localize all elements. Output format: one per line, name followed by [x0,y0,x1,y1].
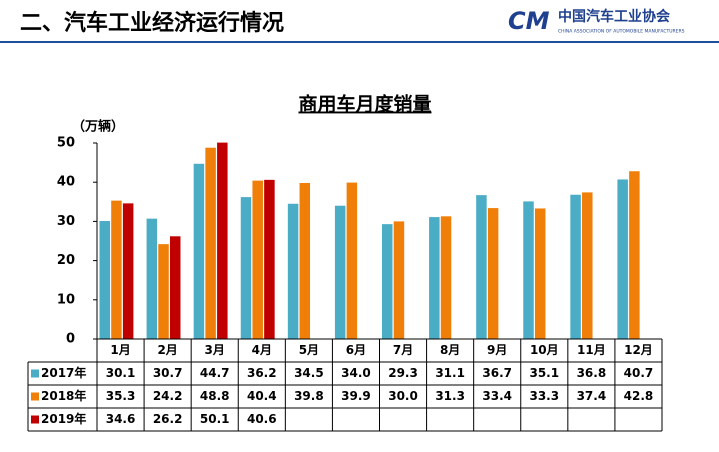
bar [334,205,346,339]
x-tick-label: 10月 [530,343,559,357]
bar [217,142,228,339]
y-tick-label: 0 [66,332,75,347]
y-tick-label: 40 [57,175,75,190]
data-label: 36.8 [577,366,607,380]
bar [440,216,452,339]
data-label: 24.2 [153,389,183,403]
data-label: 37.4 [577,389,607,403]
data-label: 31.1 [435,366,465,380]
data-label: 30.1 [106,366,136,380]
data-label: 34.0 [341,366,371,380]
bar [523,201,534,339]
data-label: 29.3 [388,366,418,380]
data-label: 36.2 [247,366,277,380]
data-label: 44.7 [200,366,230,380]
x-tick-label: 12月 [624,343,653,357]
bar [122,203,134,339]
data-label: 50.1 [200,412,230,426]
bar [393,221,405,339]
bar [487,208,499,339]
data-label: 33.3 [529,389,559,403]
bar [169,236,181,339]
legend-swatch [31,369,39,378]
logo-name: 中国汽车工业协会 [558,8,671,25]
bar [617,179,628,339]
data-label: 48.8 [200,389,230,403]
y-tick-label: 50 [57,136,75,151]
bar [205,147,216,339]
x-tick-label: 4月 [252,343,272,357]
x-tick-label: 9月 [487,343,507,357]
legend-label: 2019年 [41,411,86,426]
x-tick-label: 11月 [577,343,606,357]
bar [252,180,263,339]
data-label: 31.3 [435,389,465,403]
data-label: 34.5 [294,366,324,380]
bar [264,179,275,339]
data-label: 35.1 [529,366,559,380]
bar [429,217,440,339]
legend-label: 2017年 [41,365,86,380]
data-label: 30.7 [153,366,183,380]
x-tick-label: 5月 [299,343,319,357]
bar [346,182,358,339]
x-tick-label: 6月 [346,343,366,357]
bar [582,192,593,339]
bar [146,218,158,339]
bar [111,200,122,339]
logo-subtitle: CHINA ASSOCIATION OF AUTOMOBILE MANUFACT… [558,29,685,35]
data-label: 33.4 [482,389,512,403]
bar [476,195,487,339]
bar [240,197,252,339]
logo-mark: CM [508,7,550,35]
data-label: 39.9 [341,389,371,403]
data-label: 34.6 [106,412,136,426]
y-axis-label: （万辆） [72,119,124,135]
data-label: 40.7 [624,366,654,380]
bar [193,163,205,339]
bar [382,224,393,339]
bar [158,244,169,339]
x-tick-label: 1月 [110,343,130,357]
data-label: 26.2 [153,412,183,426]
legend-swatch [31,392,39,401]
legend-swatch [31,415,39,424]
data-label: 39.8 [294,389,324,403]
legend-label: 2018年 [41,388,86,403]
bar [629,171,640,339]
data-label: 36.7 [482,366,512,380]
bar [570,194,581,339]
chart-title: 商用车月度销量 [298,93,431,116]
bar [99,221,110,339]
data-label: 42.8 [624,389,654,403]
x-tick-label: 3月 [205,343,225,357]
bar [534,208,546,339]
y-tick-label: 20 [57,253,75,268]
x-tick-label: 2月 [157,343,177,357]
data-label: 35.3 [106,389,136,403]
x-tick-label: 7月 [393,343,413,357]
y-tick-label: 30 [57,214,75,229]
data-label: 30.0 [388,389,418,403]
bar [299,182,311,339]
bar [287,203,299,339]
y-tick-label: 10 [57,292,75,307]
x-tick-label: 8月 [440,343,460,357]
data-label: 40.4 [247,389,277,403]
slide-title: 二、汽车工业经济运行情况 [20,10,284,36]
data-label: 40.6 [247,412,277,426]
